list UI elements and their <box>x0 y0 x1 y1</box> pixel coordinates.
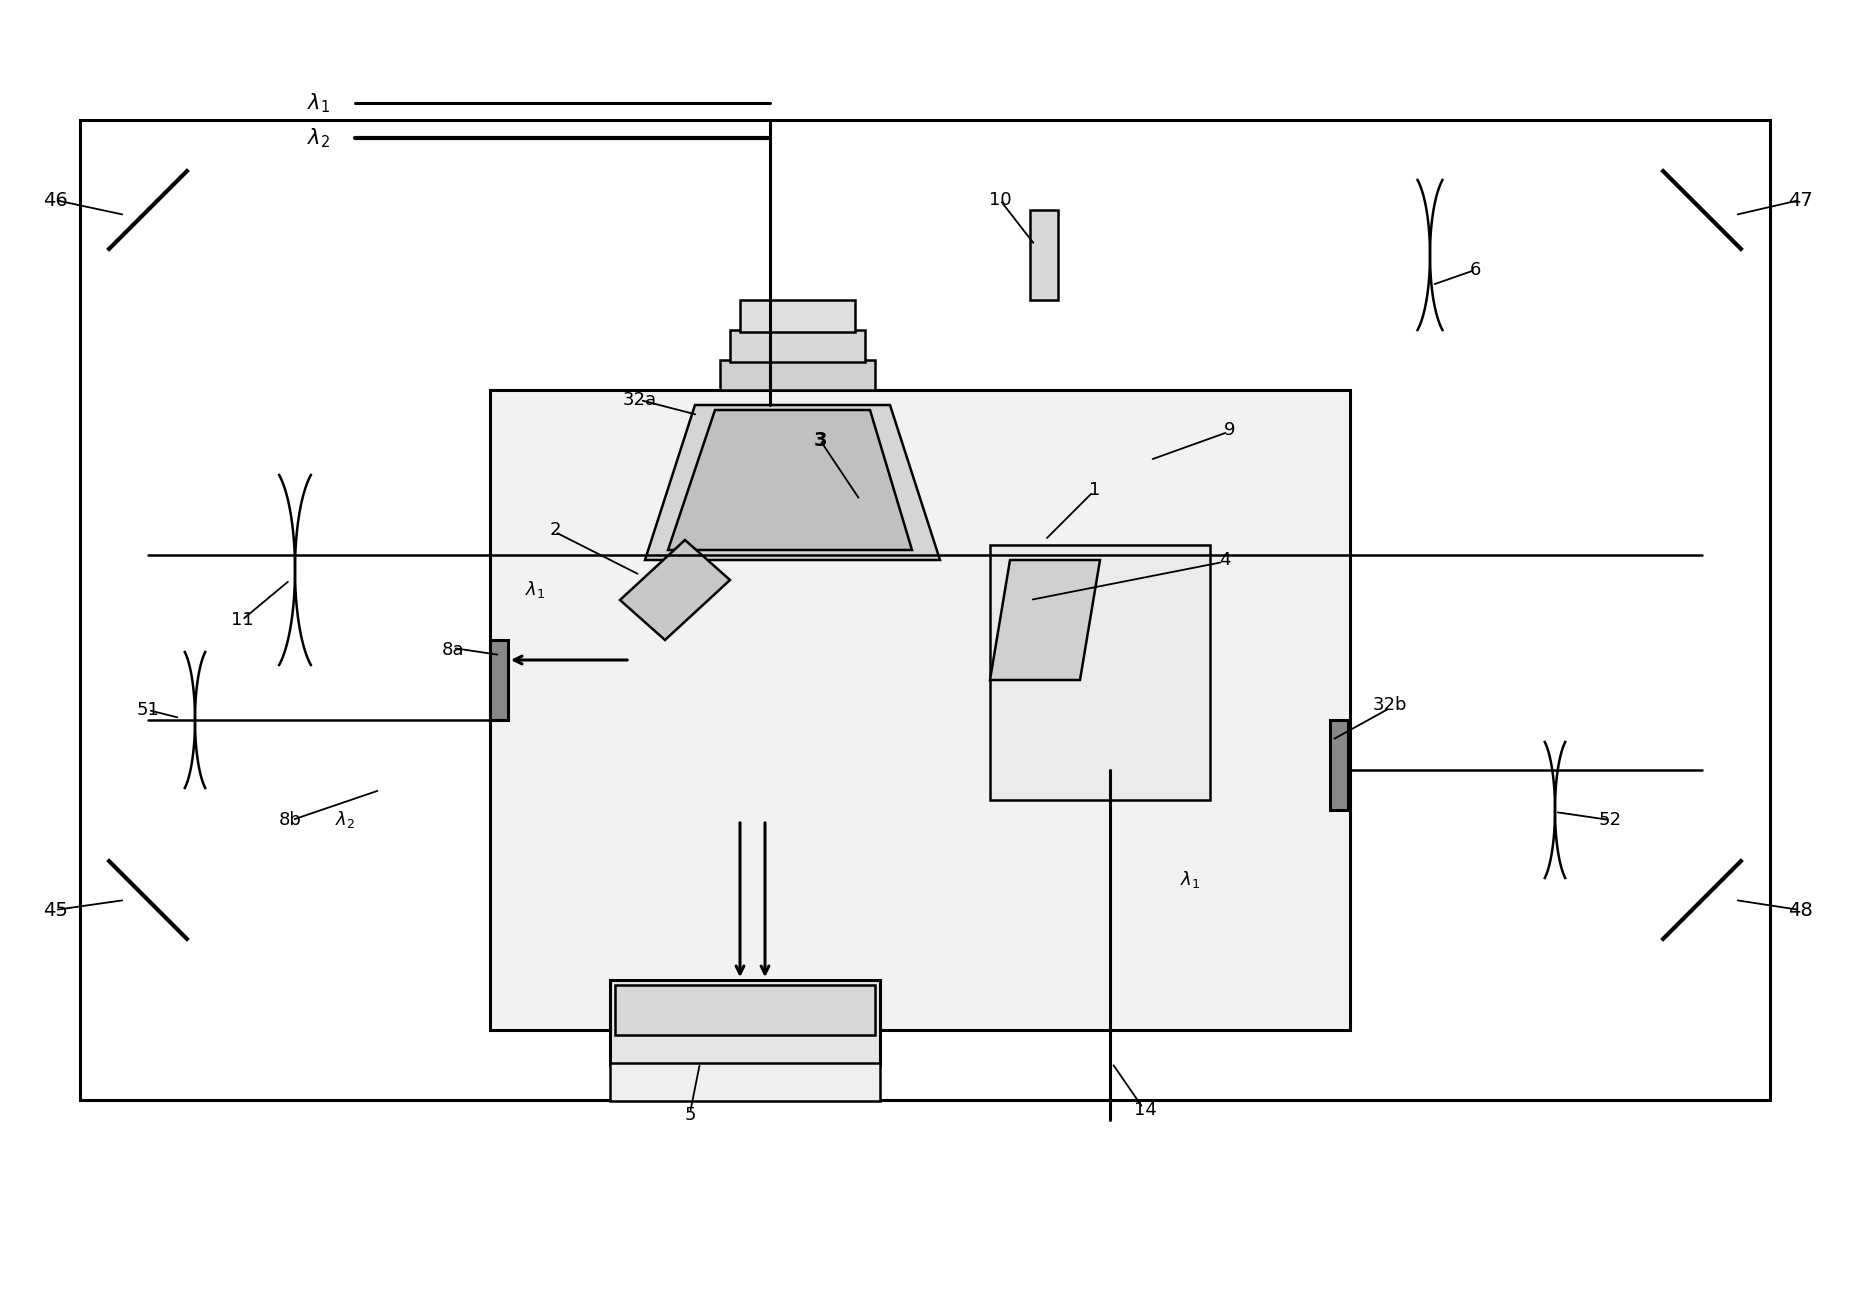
Bar <box>731 330 866 362</box>
Text: $\lambda_2$: $\lambda_2$ <box>335 809 355 830</box>
Text: 52: 52 <box>1598 811 1621 829</box>
Text: 11: 11 <box>231 611 253 629</box>
Text: $\lambda_1$: $\lambda_1$ <box>307 91 329 114</box>
Text: 3: 3 <box>814 430 827 450</box>
Text: 8a: 8a <box>442 641 464 659</box>
Text: 2: 2 <box>549 521 561 540</box>
Text: 47: 47 <box>1787 191 1813 209</box>
Text: 4: 4 <box>1219 551 1230 569</box>
Text: 1: 1 <box>1090 482 1101 499</box>
Text: 32a: 32a <box>623 391 657 409</box>
Text: 46: 46 <box>43 191 67 209</box>
Bar <box>490 640 509 720</box>
Text: 32b: 32b <box>1373 696 1408 715</box>
Bar <box>1330 720 1349 811</box>
Bar <box>490 390 1350 1030</box>
Text: 48: 48 <box>1787 900 1813 920</box>
Text: $\lambda_1$: $\lambda_1$ <box>525 579 546 600</box>
Polygon shape <box>668 411 912 550</box>
Text: $\lambda_2$: $\lambda_2$ <box>307 126 329 150</box>
Polygon shape <box>646 405 940 561</box>
Text: 9: 9 <box>1225 421 1236 440</box>
Text: 5: 5 <box>684 1105 696 1124</box>
Bar <box>990 545 1210 800</box>
Bar <box>740 300 855 332</box>
Text: 45: 45 <box>43 900 67 920</box>
Polygon shape <box>990 561 1101 680</box>
Text: $\lambda_1$: $\lambda_1$ <box>1180 870 1201 891</box>
Bar <box>720 361 875 390</box>
Bar <box>610 1063 881 1101</box>
Bar <box>80 120 1770 1100</box>
Bar <box>614 984 875 1034</box>
Text: 14: 14 <box>1134 1101 1156 1119</box>
Text: 51: 51 <box>137 701 159 719</box>
Polygon shape <box>620 540 731 640</box>
Text: 10: 10 <box>988 191 1012 209</box>
Text: 6: 6 <box>1469 261 1480 279</box>
Text: 8b: 8b <box>279 811 302 829</box>
Bar <box>1030 211 1058 300</box>
Bar <box>610 980 881 1065</box>
